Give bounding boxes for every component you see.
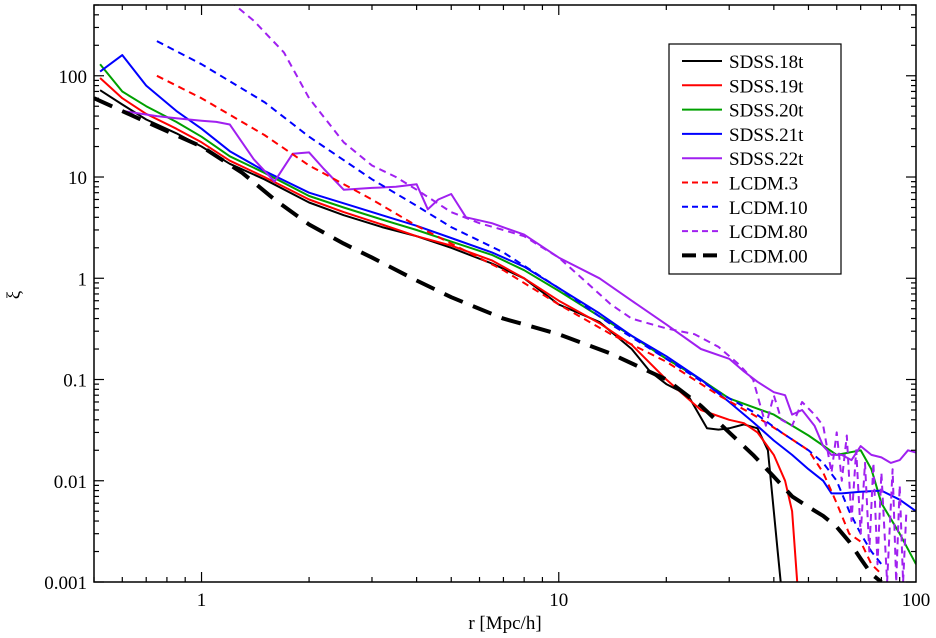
legend-label: LCDM.10 — [729, 198, 808, 219]
series-line-lcdm-3 — [156, 74, 883, 575]
legend-label: LCDM.3 — [729, 174, 798, 195]
y-axis-title: ξ — [4, 290, 25, 299]
legend-label: SDSS.20t — [729, 101, 804, 122]
x-tick-label: 1 — [197, 590, 207, 611]
legend-label: SDSS.22t — [729, 149, 804, 170]
legend-label: LCDM.80 — [729, 222, 808, 243]
x-axis-title: r [Mpc/h] — [468, 613, 541, 634]
y-tick-label: 1 — [78, 269, 88, 290]
x-tick-label: 10 — [549, 590, 568, 611]
legend: SDSS.18t SDSS.19t SDSS.20t SDSS.21t SDSS.22t… — [668, 43, 842, 275]
series-line-lcdm-80 — [233, 5, 908, 582]
plot-frame — [93, 4, 917, 583]
x-tick-labels: 1 10 100 — [197, 590, 930, 611]
x-tick-label: 100 — [902, 590, 931, 611]
tick-layer — [93, 4, 916, 583]
legend-label: LCDM.00 — [729, 246, 808, 267]
y-tick-label: 10 — [68, 168, 87, 189]
series-line-sdss-21t — [99, 54, 916, 513]
y-tick-label: 0.1 — [63, 371, 87, 392]
legend-label: SDSS.18t — [729, 52, 804, 73]
y-tick-label: 100 — [59, 67, 88, 88]
y-tick-labels: 0.001 0.01 0.1 1 10 100 — [44, 67, 87, 594]
legend-label: SDSS.19t — [729, 76, 804, 97]
series-line-lcdm-10 — [156, 40, 883, 565]
series-layer — [94, 5, 916, 582]
legend-label: SDSS.21t — [729, 125, 804, 146]
y-tick-label: 0.01 — [54, 472, 87, 493]
series-line-sdss-19t — [99, 77, 799, 582]
y-tick-label: 0.001 — [44, 573, 87, 594]
